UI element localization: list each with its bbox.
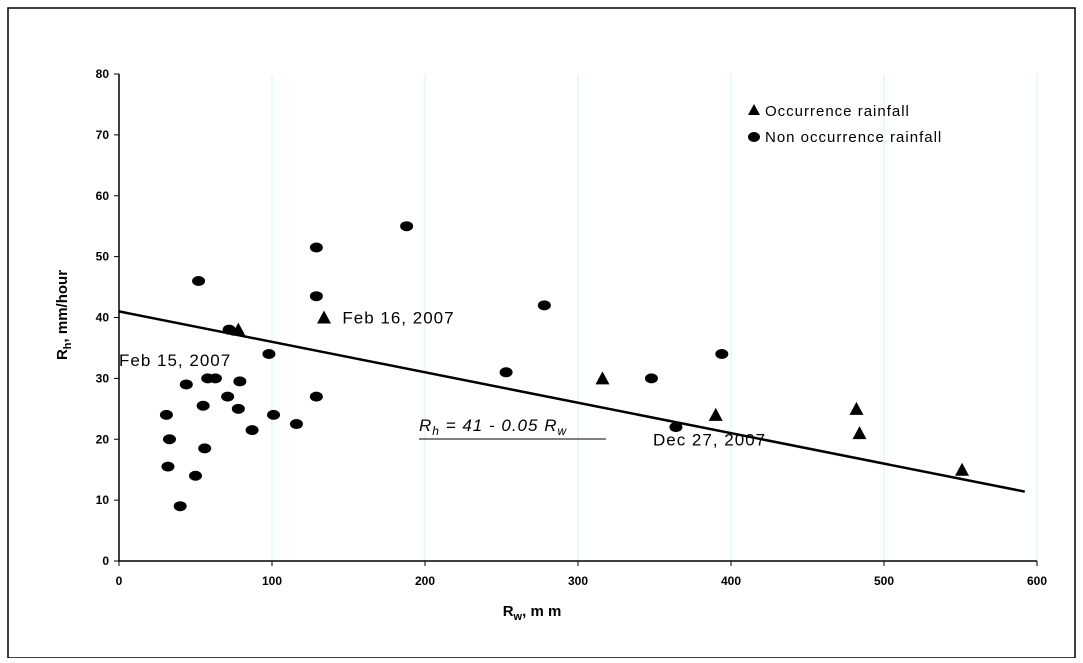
non-occurrence-point: [400, 221, 414, 232]
non-occurrence-point: [161, 461, 175, 472]
y-tick-label: 0: [102, 554, 109, 568]
x-tick-label: 400: [721, 574, 741, 588]
occurrence-point: [955, 462, 970, 476]
annotation-dec-27: Dec 27, 2007: [653, 430, 766, 449]
occurrence-point: [231, 322, 246, 336]
non-occurrence-point: [309, 242, 323, 253]
non-occurrence-point: [198, 443, 212, 454]
y-tick-label: 20: [96, 432, 110, 446]
x-tick-label: 200: [415, 574, 435, 588]
y-tick-label: 60: [96, 189, 110, 203]
equation-rhs-var: R: [544, 416, 557, 435]
legend: Occurrence rainfall Non occurrence rainf…: [748, 103, 942, 146]
y-tick-label: 40: [96, 311, 110, 325]
trendline-equation: Rh = 41 - 0.05 Rw: [419, 416, 606, 440]
annotation-feb-16: Feb 16, 2007: [342, 309, 454, 328]
legend-label-occurrence: Occurrence rainfall: [765, 103, 910, 120]
non-occurrence-point: [159, 409, 173, 420]
equation-rhs-sub: w: [557, 424, 567, 438]
annotation-feb-15: Feb 15, 2007: [119, 351, 231, 370]
non-occurrence-point: [537, 300, 551, 311]
x-axis-title: Rw, m m: [503, 603, 562, 623]
x-tick-label: 500: [874, 574, 894, 588]
figure-border: [7, 7, 1076, 659]
non-occurrence-point: [208, 373, 222, 384]
y-tick-label: 10: [96, 493, 110, 507]
y-tick-label: 50: [96, 250, 110, 264]
x-tick-label: 300: [568, 574, 588, 588]
y-tick-label: 70: [96, 128, 110, 142]
non-occurrence-point: [309, 291, 323, 302]
non-occurrence-point: [221, 391, 235, 402]
equation-rhs: 41 - 0.05: [462, 416, 538, 435]
y-tick-label: 30: [96, 371, 110, 385]
y-axis-title-sub: h: [62, 342, 74, 349]
non-occurrence-point: [245, 425, 259, 436]
svg-text:Rh = 41 - 0.05 Rw: Rh = 41 - 0.05 Rw: [419, 416, 567, 438]
y-axis-title-unit: , mm/hour: [54, 270, 71, 343]
non-occurrence-point: [289, 419, 303, 430]
non-occurrence-point: [262, 349, 276, 360]
legend-label-non-occurrence: Non occurrence rainfall: [765, 129, 942, 146]
non-occurrence-point: [192, 275, 206, 286]
non-occurrence-point: [189, 470, 202, 481]
x-tick-label: 600: [1027, 574, 1047, 588]
legend-circle-marker: [748, 132, 760, 142]
y-tick-label: 80: [96, 67, 110, 81]
occurrence-point: [595, 371, 610, 385]
occurrence-point: [849, 401, 864, 415]
x-axis-title-var: R: [503, 603, 514, 620]
trendline-layer: [118, 310, 1026, 493]
non-occurrence-point: [309, 391, 323, 402]
grid-lines: [271, 74, 1038, 561]
y-axis-title: Rh, mm/hour: [54, 270, 74, 360]
x-axis-title-sub: w: [513, 611, 523, 623]
non-occurrence-point: [173, 501, 187, 512]
non-occurrence-point: [499, 367, 513, 378]
non-occurrence-point: [222, 324, 236, 335]
tick-labels: 0 100 200 300 400 500 600 0 10 20 30 40 50 60 70 80: [96, 67, 1048, 588]
trendline: [118, 310, 1026, 493]
occurrence-point: [317, 310, 332, 324]
equation-lhs: R: [419, 416, 432, 435]
non-occurrence-point: [715, 349, 729, 360]
non-occurrence-point: [179, 379, 193, 390]
y-axis-title-var: R: [54, 349, 71, 360]
non-occurrence-point: [231, 403, 245, 414]
occurrence-point: [708, 407, 723, 421]
x-axis-title-unit: , m m: [522, 603, 561, 620]
x-tick-label: 0: [116, 574, 123, 588]
legend-triangle-marker: [748, 104, 760, 115]
non-occurrence-point: [196, 400, 210, 411]
x-tick-label: 100: [262, 574, 282, 588]
equation-lhs-sub: h: [432, 424, 440, 438]
non-occurrence-point: [669, 422, 683, 433]
non-occurrence-point: [162, 434, 176, 445]
non-occurrence-point: [644, 373, 658, 384]
axes: [114, 73, 1038, 566]
occurrence-point: [852, 426, 867, 440]
data-points: [159, 221, 970, 512]
non-occurrence-point: [233, 376, 247, 387]
non-occurrence-point: [267, 409, 281, 420]
